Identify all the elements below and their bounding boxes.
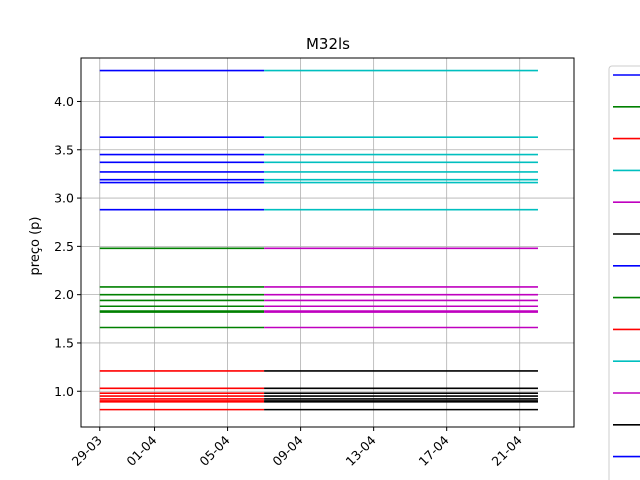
legend-box: [608, 65, 640, 480]
x-tick-label: 09-04: [269, 432, 305, 468]
x-tick-label: 01-04: [123, 432, 159, 468]
y-tick-label: 1.0: [54, 384, 74, 399]
y-tick-label: 4.0: [54, 94, 74, 109]
legend: [608, 65, 640, 480]
y-tick-label: 2.5: [54, 239, 74, 254]
x-tick-label: 29-03: [69, 433, 105, 469]
plot-area-frame: [80, 57, 575, 428]
x-tick-label: 21-04: [489, 432, 525, 468]
x-tick-label: 13-04: [342, 432, 378, 468]
y-tick-label: 1.5: [54, 335, 74, 350]
series-layer: [99, 69, 538, 411]
y-axis-label: preço (p): [28, 217, 43, 276]
x-tick-label: 05-04: [196, 432, 232, 468]
chart-title: M32ls: [306, 35, 350, 53]
x-tick-label: 17-04: [416, 432, 452, 468]
grid-layer: [81, 58, 574, 427]
y-tick-label: 3.5: [54, 142, 74, 157]
y-tick-label: 2.0: [54, 287, 74, 302]
tick-layer: 29-03 01-04 05-04 09-04 13-04 17-04 21-04 1.0 1.…: [54, 94, 525, 469]
y-tick-label: 3.0: [54, 191, 74, 206]
